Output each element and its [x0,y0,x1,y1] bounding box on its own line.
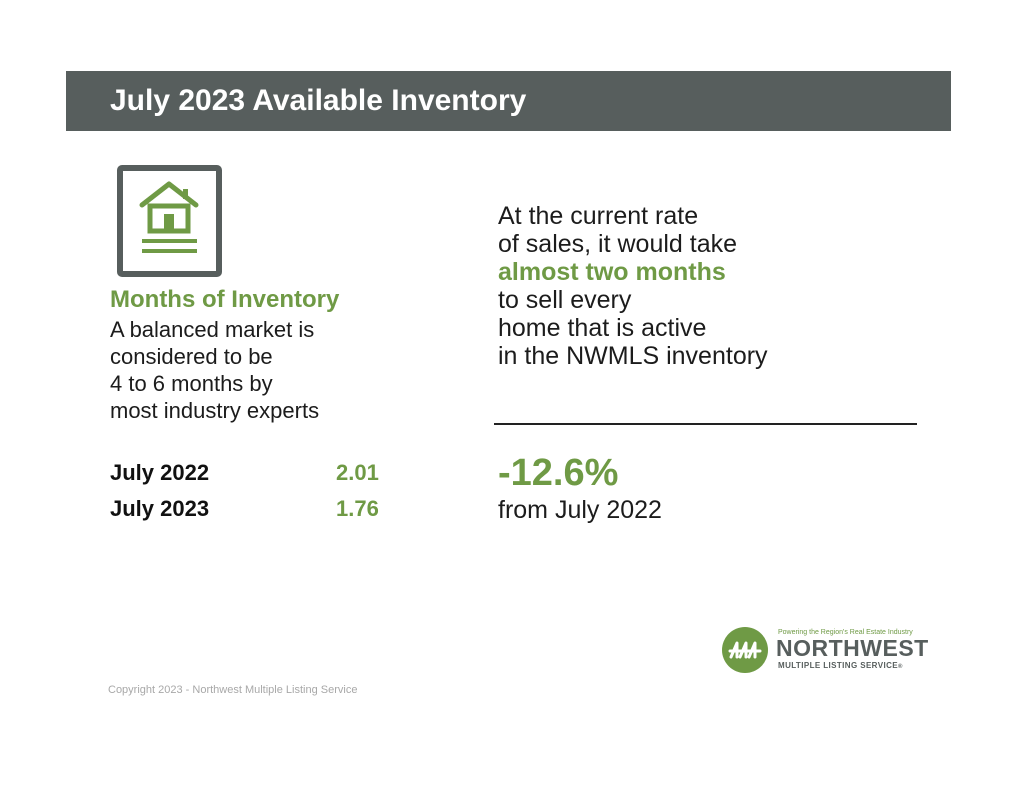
copyright-text: Copyright 2023 - Northwest Multiple List… [108,684,358,696]
nwmls-logo-icon [722,627,768,673]
nwmls-logo: Powering the Region's Real Estate Indust… [722,627,932,673]
inventory-row-2023: July 2023 1.76 [110,494,400,524]
change-caption: from July 2022 [498,496,662,524]
summary-line: to sell every [498,286,632,314]
row-value: 2.01 [336,460,379,485]
change-percent: -12.6% [498,452,619,494]
summary-line: in the NWMLS inventory [498,342,768,370]
description-line: A balanced market is [110,317,315,342]
row-label: July 2022 [110,460,210,485]
description-line: 4 to 6 months by [110,371,273,396]
page-title: July 2023 Available Inventory [110,84,527,117]
description-line: considered to be [110,344,273,369]
row-label: July 2023 [110,496,210,521]
house-document-icon [117,165,222,277]
title-banner: July 2023 Available Inventory [66,71,951,131]
summary-text: At the current rate of sales, it would t… [498,202,928,370]
months-of-inventory-heading: Months of Inventory [110,286,340,313]
description-line: most industry experts [110,398,320,423]
divider [494,423,917,425]
summary-line: of sales, it would take [498,230,738,258]
logo-tagline: Powering the Region's Real Estate Indust… [778,629,913,636]
summary-line: At the current rate [498,202,699,230]
months-of-inventory-description: A balanced market is considered to be 4 … [110,316,390,424]
row-value: 1.76 [336,496,379,521]
logo-subtitle: MULTIPLE LISTING SERVICE® [778,661,903,670]
summary-line: home that is active [498,314,707,342]
summary-highlight: almost two months [498,258,726,286]
inventory-row-2022: July 2022 2.01 [110,458,400,488]
logo-name: NORTHWEST [776,635,929,661]
